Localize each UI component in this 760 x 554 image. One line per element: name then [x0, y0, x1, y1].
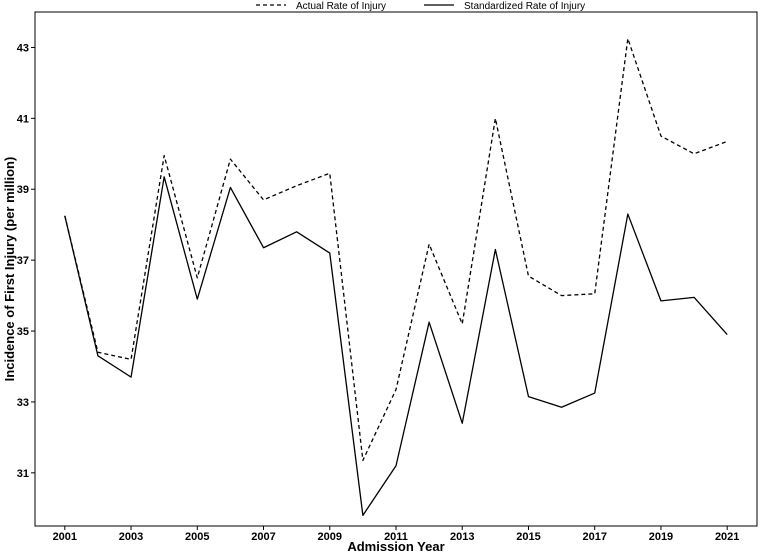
- series-line-actual: [64, 37, 728, 462]
- y-axis: 31 33 35 37 39 41 43: [17, 42, 35, 480]
- x-tick-label: 2021: [715, 531, 739, 543]
- y-axis-title: Incidence of First Injury (per million): [2, 157, 17, 382]
- x-tick-label: 2019: [649, 531, 673, 543]
- series-line-standardized: [64, 176, 728, 517]
- y-tick-label: 31: [17, 468, 29, 480]
- x-axis: 2001 2003 2005 2007 2009 2011 2013 2015 2017 2019…: [53, 526, 739, 543]
- x-tick-label: 2007: [251, 531, 275, 543]
- legend: Actual Rate of Injury Standardized Rate …: [256, 1, 585, 12]
- y-tick-label: 39: [17, 184, 29, 196]
- y-tick-label: 35: [17, 326, 29, 338]
- x-tick-label: 2011: [384, 531, 408, 543]
- x-axis-title: Admission Year: [347, 539, 444, 554]
- x-tick-label: 2009: [318, 531, 342, 543]
- x-tick-label: 2001: [53, 531, 77, 543]
- series-layer: [64, 37, 728, 517]
- x-tick-label: 2013: [450, 531, 474, 543]
- x-tick-label: 2015: [516, 531, 540, 543]
- legend-label-standardized: Standardized Rate of Injury: [464, 1, 585, 12]
- x-tick-label: 2017: [582, 531, 606, 543]
- y-tick-label: 37: [17, 255, 29, 267]
- x-tick-label: 2003: [119, 531, 143, 543]
- y-tick-label: 43: [17, 42, 29, 54]
- x-tick-label: 2005: [185, 531, 209, 543]
- y-tick-label: 33: [17, 397, 29, 409]
- legend-label-actual: Actual Rate of Injury: [296, 1, 386, 12]
- y-tick-label: 41: [17, 113, 29, 125]
